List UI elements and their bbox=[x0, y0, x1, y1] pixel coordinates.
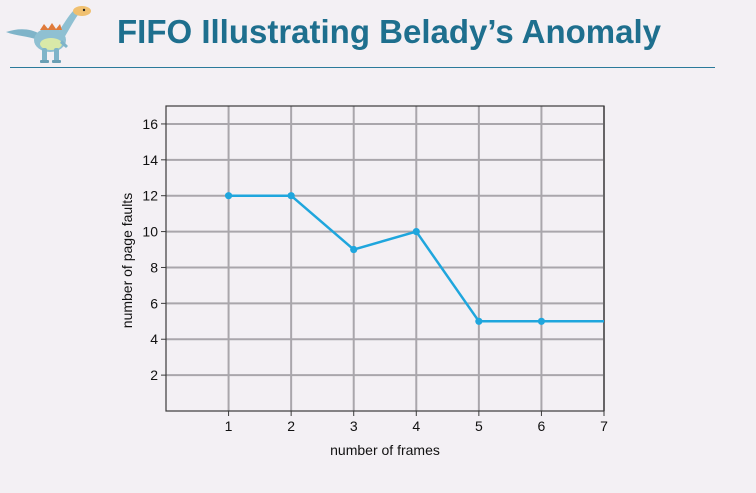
x-tick-label: 4 bbox=[412, 418, 420, 434]
data-point bbox=[412, 227, 420, 236]
x-tick-label: 2 bbox=[287, 418, 295, 434]
slide-title: FIFO Illustrating Belady’s Anomaly bbox=[117, 13, 661, 50]
data-point bbox=[475, 317, 483, 325]
dinosaur-icon bbox=[6, 6, 91, 63]
x-tick-label: 7 bbox=[600, 418, 608, 434]
y-tick-label: 16 bbox=[142, 116, 158, 132]
x-axis-label: number of frames bbox=[330, 442, 440, 458]
x-tick-label: 5 bbox=[475, 418, 483, 434]
data-point bbox=[350, 245, 358, 254]
y-axis-label: number of page faults bbox=[119, 193, 135, 328]
y-tick-label: 12 bbox=[142, 188, 158, 204]
data-point bbox=[224, 192, 233, 200]
slide-header: FIFO Illustrating Belady’s Anomaly bbox=[0, 0, 756, 70]
series-layer bbox=[224, 192, 604, 325]
x-tick-label: 3 bbox=[350, 418, 358, 434]
y-tick-label: 6 bbox=[150, 295, 158, 311]
x-tick-label: 6 bbox=[538, 418, 546, 434]
data-point bbox=[287, 192, 295, 200]
y-tick-label: 2 bbox=[150, 367, 158, 383]
plot-area-frame bbox=[165, 105, 605, 412]
data-point bbox=[537, 317, 546, 325]
y-tick-label: 14 bbox=[142, 152, 158, 168]
title-divider bbox=[10, 67, 715, 68]
x-tick-label: 1 bbox=[225, 418, 233, 434]
y-tick-label: 4 bbox=[150, 331, 158, 347]
chart-grid bbox=[166, 106, 605, 411]
y-tick-label: 10 bbox=[142, 224, 158, 240]
y-tick-label: 8 bbox=[150, 259, 158, 275]
